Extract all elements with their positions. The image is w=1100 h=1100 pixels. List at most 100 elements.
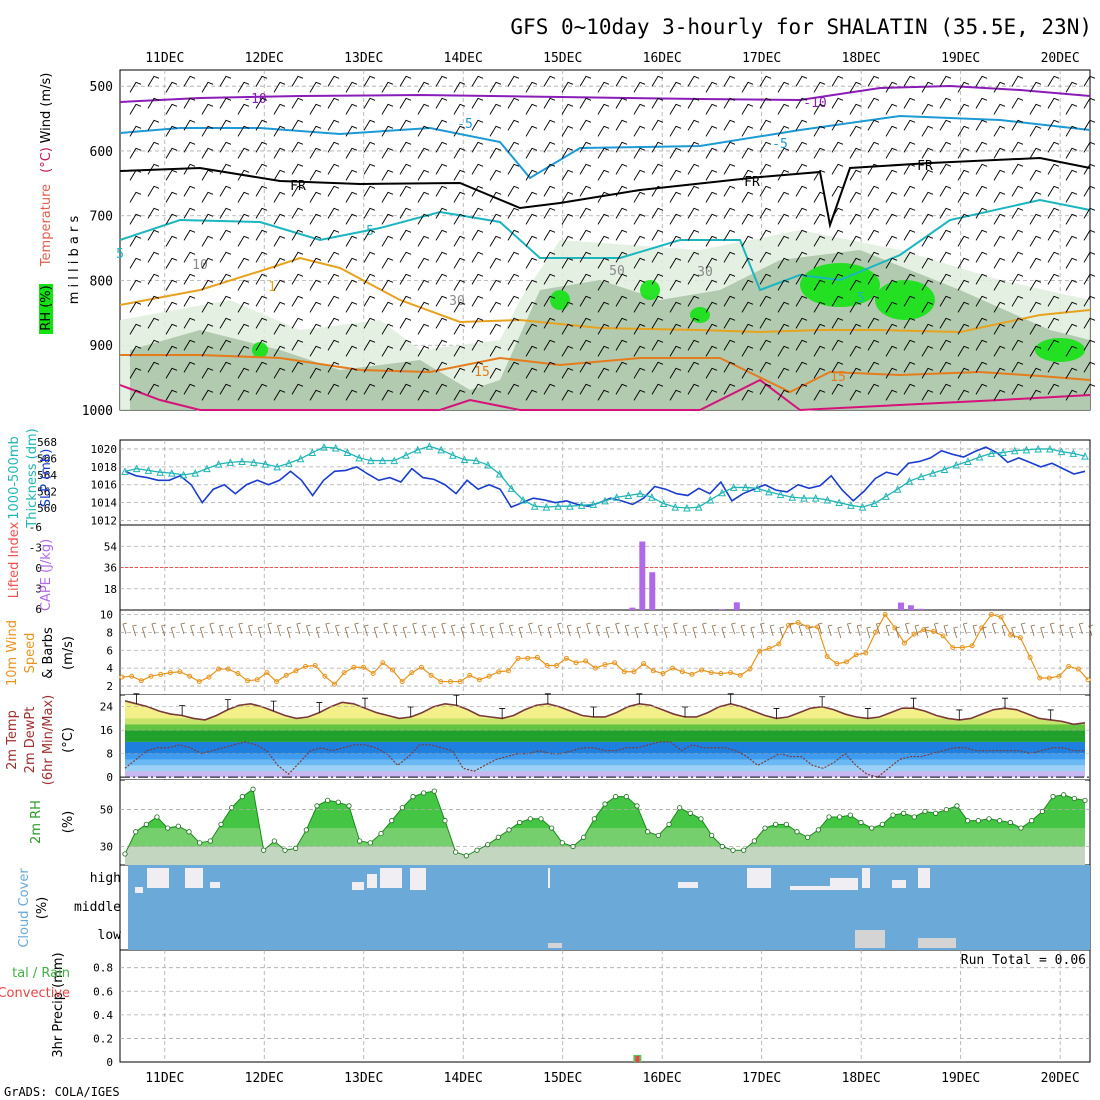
contour-label: -10 (243, 92, 266, 107)
wind-barb (543, 251, 556, 263)
wind-speed-marker (650, 668, 656, 674)
wind-barb (579, 273, 592, 285)
day-label-bottom: 11DEC (145, 1071, 184, 1086)
wind-barb (561, 301, 574, 313)
wind-barb (363, 119, 376, 131)
wind-barb (669, 103, 682, 115)
wind-barb (1065, 191, 1078, 203)
wind-barb-10m (537, 624, 543, 637)
wind-barb (777, 257, 790, 269)
thickness-marker (858, 502, 867, 511)
wind-barb (273, 367, 286, 379)
thickness-marker (249, 458, 258, 466)
wind-barb (129, 125, 142, 137)
pressure-tick-label: 1000 (82, 404, 113, 419)
wind-barb (1011, 383, 1024, 395)
wind-barb (939, 229, 952, 241)
wind-barb (831, 339, 844, 351)
wind-barb (705, 81, 718, 93)
wind-barb (255, 207, 268, 219)
wind-barb (435, 97, 448, 109)
wind-barb (417, 169, 430, 181)
wind-barb (489, 213, 502, 225)
wind-barb (885, 213, 898, 225)
wind-barb (291, 141, 304, 153)
wind-barb (633, 147, 646, 159)
rh2m-marker (687, 810, 693, 816)
wind-barb (471, 97, 484, 109)
rh2m-marker (378, 830, 384, 837)
wind-barb (471, 185, 484, 197)
wind-barb (309, 103, 322, 115)
wind-barb (849, 301, 862, 313)
wind-barb (1065, 147, 1078, 159)
rh-high-shading (800, 263, 880, 307)
wind-barb (327, 273, 340, 285)
wind-barb-10m (421, 624, 427, 637)
wind-barb (183, 339, 196, 351)
temp-minmax-whisker (224, 699, 231, 710)
cape-bar (733, 602, 740, 610)
wind-speed-marker (853, 652, 859, 658)
rh2m-marker (762, 825, 768, 831)
wind-barb (579, 141, 592, 153)
thickness-marker (718, 488, 726, 497)
wind-barb (813, 257, 826, 269)
wind-barb (759, 141, 772, 153)
wind-barb (255, 75, 268, 87)
wind-barb (579, 119, 592, 131)
wind-barb (777, 235, 790, 247)
wind-barb (759, 361, 772, 373)
wind-barb (633, 301, 646, 313)
wind-speed-marker (930, 628, 936, 634)
wind-barb (687, 141, 700, 153)
wind-barb (687, 251, 700, 263)
wind-barb (489, 389, 502, 401)
wind-barb (993, 235, 1006, 247)
wind-barb (615, 97, 628, 109)
wind-barb (165, 147, 178, 159)
wind-barb-10m (180, 622, 186, 635)
temp-minmax-whisker (1047, 709, 1054, 720)
wind-barb (345, 323, 358, 335)
contour-label: 5 (116, 247, 124, 262)
rh2m-marker (197, 840, 203, 846)
wind-barb (651, 75, 664, 87)
wind-barb-10m (924, 626, 929, 639)
temp-minmax-whisker (773, 708, 780, 719)
wind-barb-10m (141, 626, 147, 639)
wind-barb (327, 229, 340, 241)
wind-barb (723, 119, 736, 131)
wind-barb (597, 213, 610, 225)
wind-barb (525, 169, 538, 181)
wind-barb (345, 279, 358, 291)
wind-barb (417, 235, 430, 247)
wind-barb (741, 301, 754, 313)
wind-barb-10m (837, 626, 842, 639)
wind-barb (885, 235, 898, 247)
wind-speed-marker (293, 668, 299, 674)
wind-barb-10m (1001, 624, 1007, 637)
wind-barb (309, 345, 322, 357)
millibars-axis-label: m i l l i b a r s (67, 216, 82, 305)
wind-barb (453, 257, 466, 269)
wind-barb (471, 273, 484, 285)
wind-barb (723, 317, 736, 329)
wind-barb (867, 361, 880, 373)
wind-barb (507, 229, 520, 241)
wind-barb (813, 323, 826, 335)
thickness-marker (156, 468, 164, 476)
wind-barb (399, 75, 412, 87)
wind-barb-10m (412, 622, 417, 635)
wind-barb (885, 81, 898, 93)
wind-barb (129, 257, 142, 269)
wind-barb (471, 317, 484, 329)
wind-barb (309, 125, 322, 137)
thickness-tick-label: 560 (37, 502, 57, 515)
thickness-marker (636, 489, 644, 498)
wind-barb (795, 383, 808, 395)
precip-tick-label: 0 (106, 1056, 113, 1069)
wind-barb (129, 389, 142, 401)
day-label-bottom: 19DEC (941, 1071, 980, 1086)
wind-barb (147, 317, 160, 329)
